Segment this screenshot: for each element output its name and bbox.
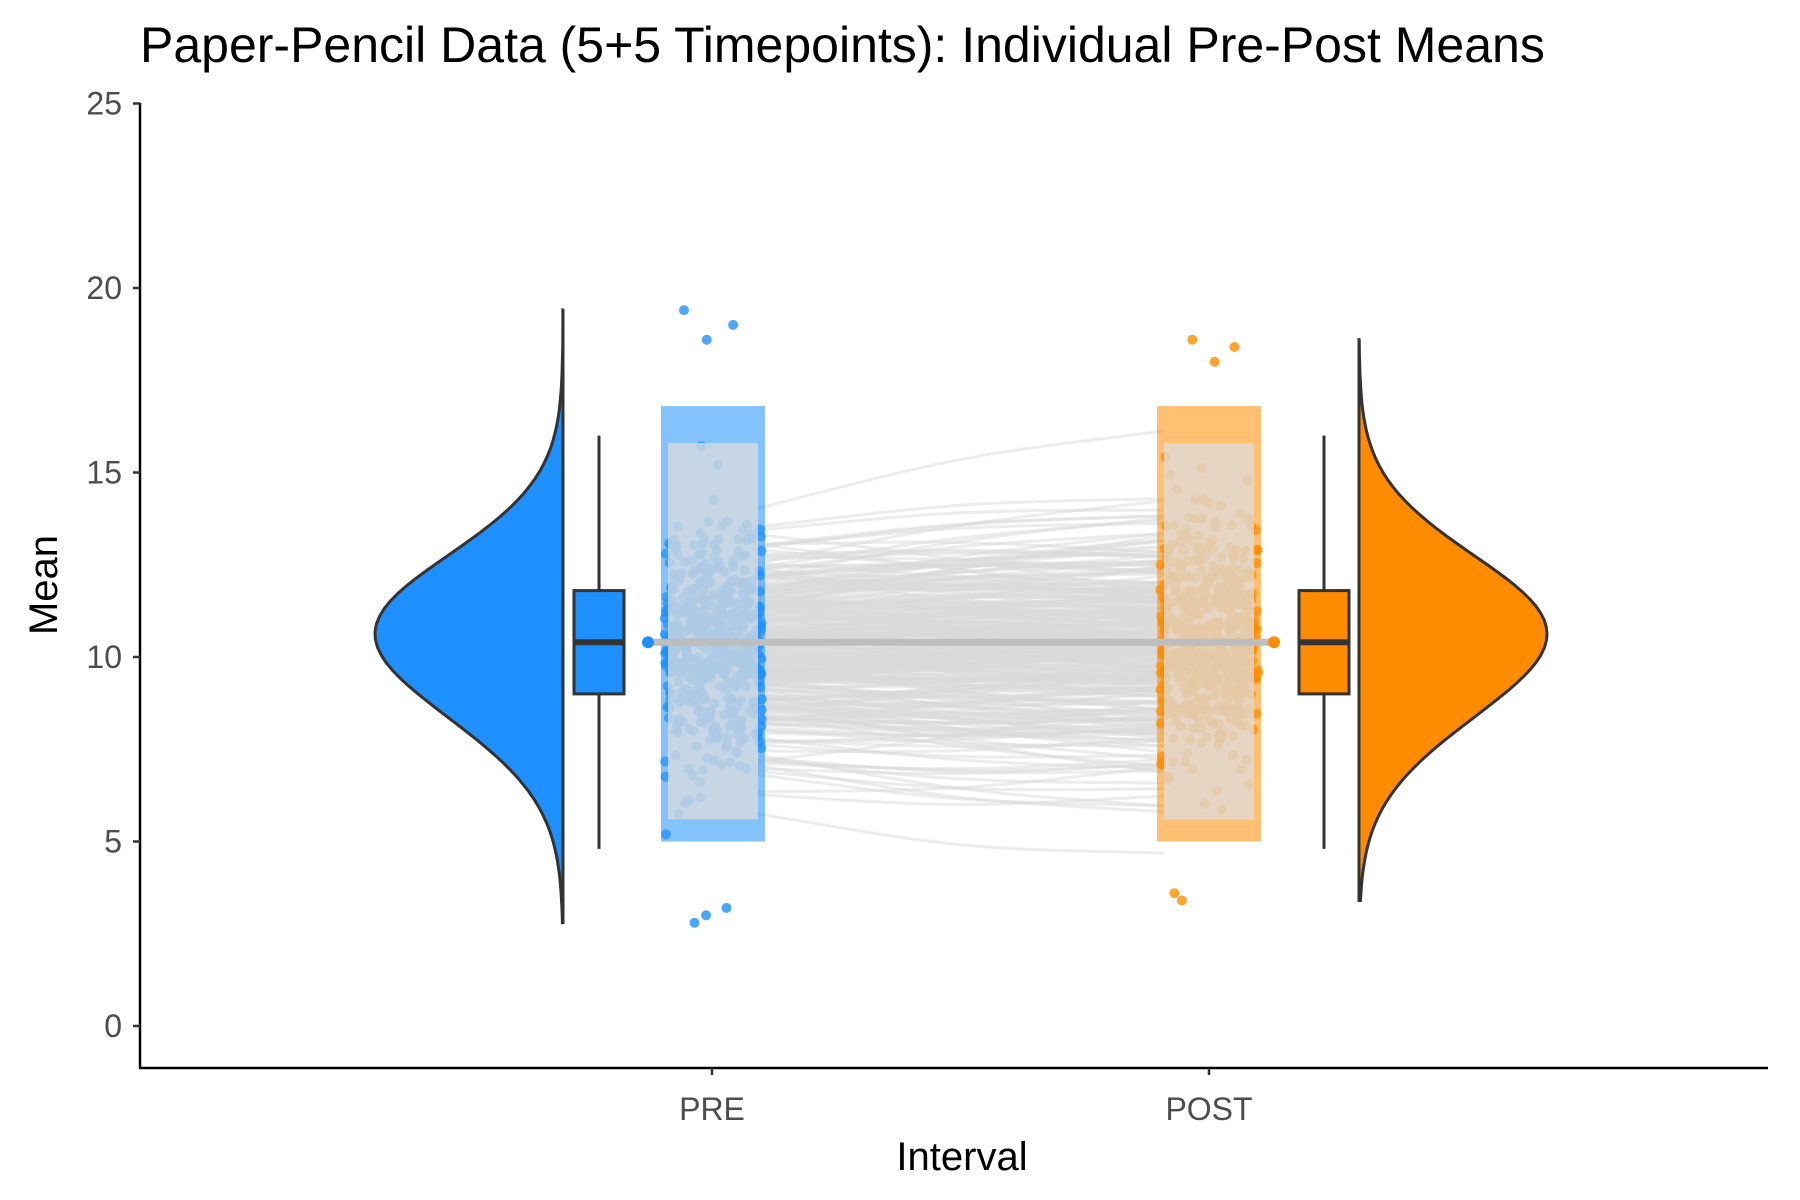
x-tick-label-pre: PRE — [679, 1091, 745, 1127]
outlier-point — [1229, 342, 1239, 352]
y-tick-label: 10 — [86, 639, 122, 675]
outlier-point — [1210, 357, 1220, 367]
density-pre — [375, 310, 563, 923]
outlier-point — [728, 320, 738, 330]
individual-line — [758, 431, 1164, 509]
pre-mean-point — [642, 636, 654, 648]
y-tick-label: 5 — [104, 824, 122, 860]
y-tick-label: 15 — [86, 455, 122, 491]
outlier-point — [679, 305, 689, 315]
x-tick-label-post: POST — [1165, 1091, 1252, 1127]
chart-title: Paper-Pencil Data (5+5 Timepoints): Indi… — [140, 17, 1545, 73]
post-mean-point — [1268, 636, 1280, 648]
density-post — [1359, 340, 1547, 901]
line-overlap — [668, 443, 758, 819]
points-pre — [660, 305, 767, 928]
points-post — [1155, 335, 1263, 906]
outlier-point — [722, 903, 732, 913]
outlier-point — [702, 335, 712, 345]
x-axis-label: Interval — [896, 1135, 1027, 1179]
outlier-point — [1187, 335, 1197, 345]
outlier-point — [1177, 896, 1187, 906]
line-overlap — [1164, 443, 1254, 819]
individual-line — [758, 814, 1164, 853]
y-tick-label: 25 — [86, 86, 122, 122]
outlier-point — [701, 910, 711, 920]
y-tick-label: 0 — [104, 1008, 122, 1044]
outlier-point — [690, 918, 700, 928]
outlier-point — [1169, 888, 1179, 898]
y-axis-label: Mean — [22, 535, 66, 635]
y-tick-label: 20 — [86, 270, 122, 306]
